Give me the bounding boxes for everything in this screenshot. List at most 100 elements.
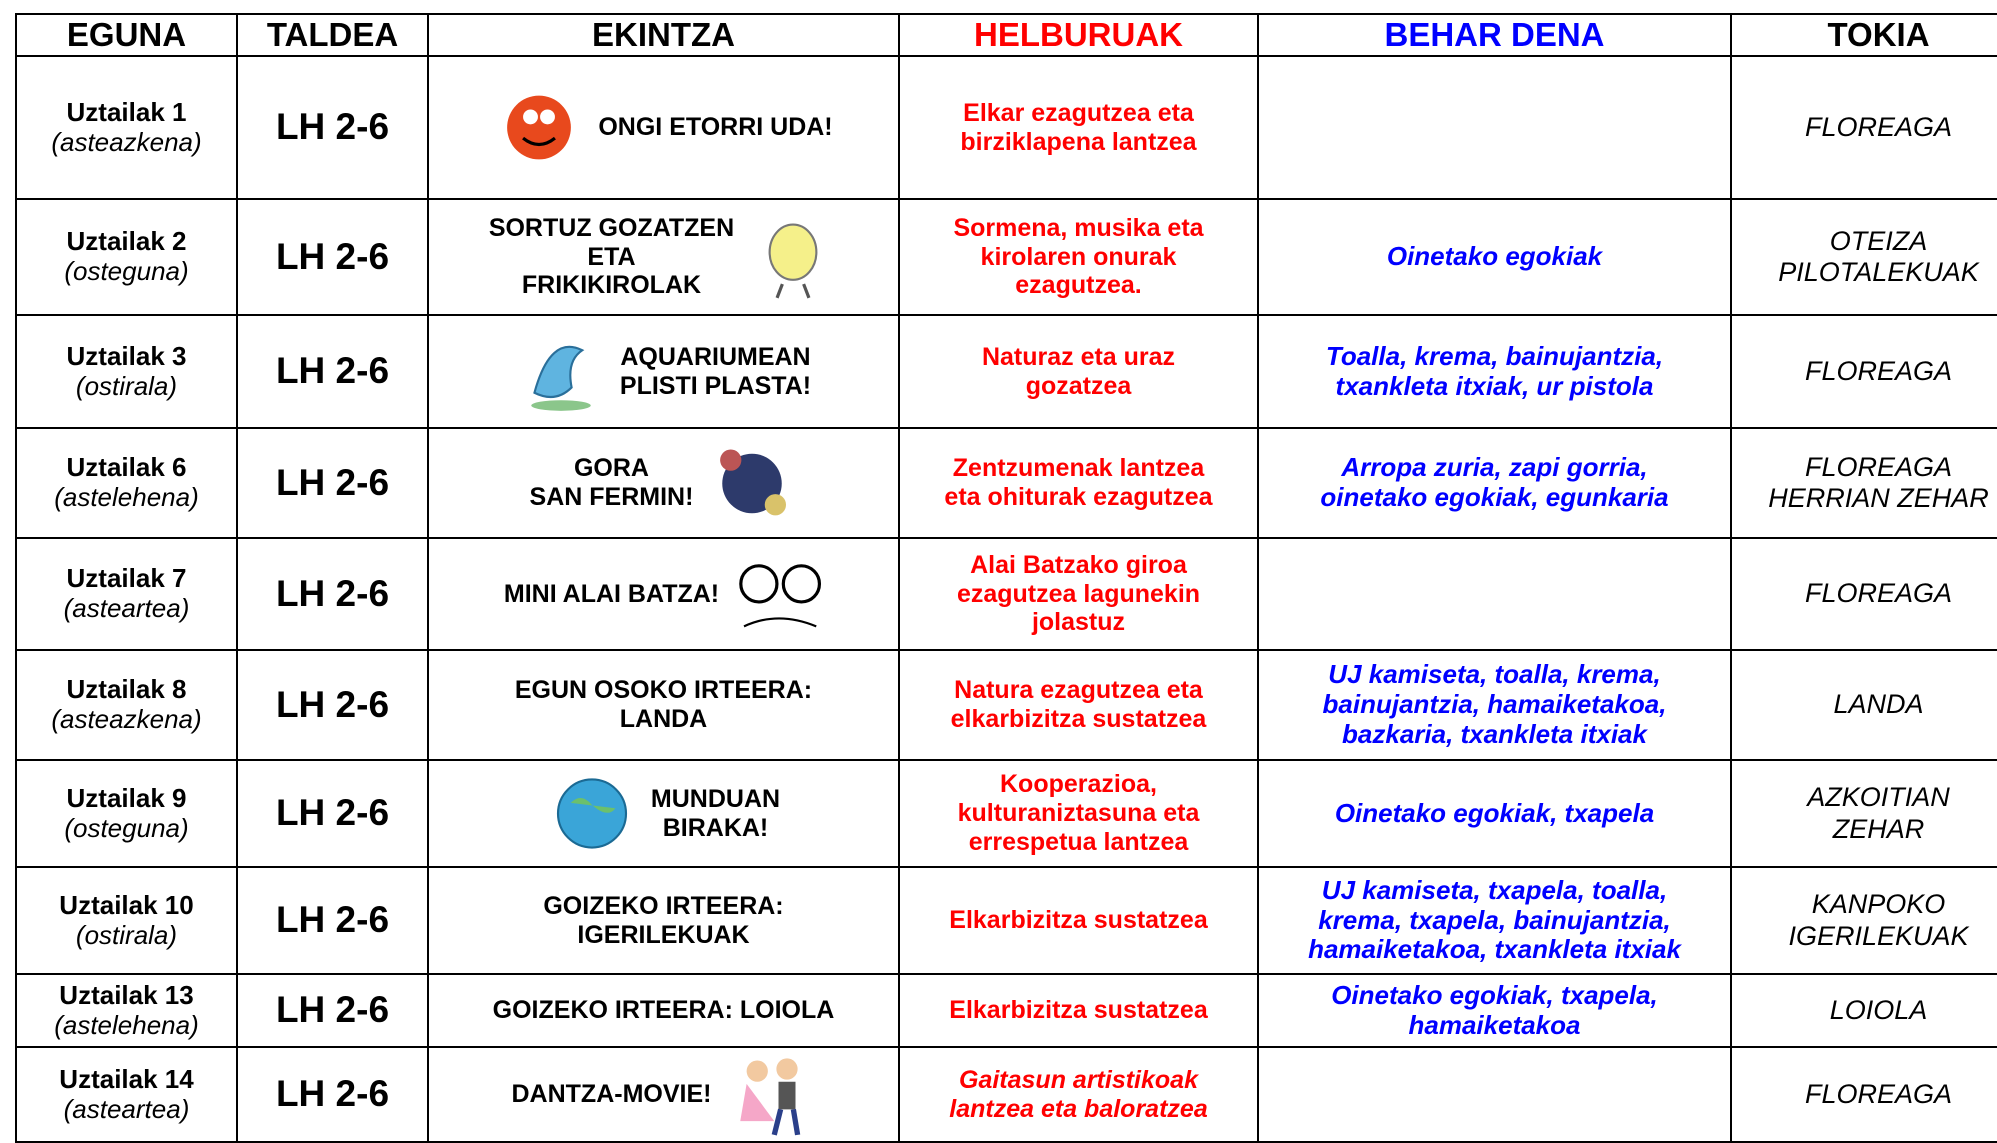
place-cell: FLOREAGA xyxy=(1730,1046,1997,1143)
activity-icon xyxy=(531,345,591,411)
goal-cell: Elkarbizitza sustatzea xyxy=(898,866,1259,975)
activity-box: ONGI ETORRI UDA! xyxy=(435,85,892,170)
activity: AQUARIUMEAN PLISTI PLASTA! xyxy=(619,342,812,400)
activity: ONGI ETORRI UDA! xyxy=(598,113,833,142)
goal-cell: Sormena, musika eta kirolaren onurak eza… xyxy=(898,198,1259,316)
activity: DANTZA-MOVIE! xyxy=(511,1080,712,1109)
group-cell: LH 2-6 xyxy=(236,55,429,200)
table-row: Uztailak 1 (asteazkena) LH 2-6 ONGI ETORRI … xyxy=(15,55,1997,200)
goal-cell: Alai Batzako giroa ezagutzea lagunekin j… xyxy=(898,537,1259,651)
goal-cell: Zentzumenak lantzea eta ohiturak ezagutz… xyxy=(898,427,1259,539)
weekday: (asteazkena) xyxy=(51,704,202,734)
activity: EGUN OSOKO IRTEERA: LANDA xyxy=(514,676,813,733)
table-row: Uztailak 13 (astelehena) LH 2-6 GOIZEKO IRT… xyxy=(15,973,1997,1048)
needs-cell: Oinetako egokiak, txapela xyxy=(1257,759,1732,868)
column-header: EGUNA xyxy=(15,13,238,57)
group: LH 2-6 xyxy=(275,989,390,1031)
activity-cell: SORTUZ GOZATZEN ETA FRIKIKIROLAK xyxy=(427,198,900,316)
group: LH 2-6 xyxy=(275,572,390,614)
goal-cell: Elkarbizitza sustatzea xyxy=(898,973,1259,1048)
group-cell: LH 2-6 xyxy=(236,866,429,975)
needs-cell: Oinetako egokiak xyxy=(1257,198,1732,316)
day: Uztailak 8 xyxy=(66,674,187,705)
group: LH 2-6 xyxy=(275,106,390,148)
activity-cell: AQUARIUMEAN PLISTI PLASTA! xyxy=(427,314,900,429)
day-cell: Uztailak 2 (osteguna) xyxy=(15,198,238,316)
group: LH 2-6 xyxy=(275,683,390,725)
activity-icon xyxy=(720,449,787,515)
activity-box: GORA SAN FERMIN! xyxy=(435,441,892,526)
day: Uztailak 6 xyxy=(66,452,187,483)
day: Uztailak 3 xyxy=(66,340,187,371)
group-cell: LH 2-6 xyxy=(236,427,429,539)
goal-cell: Naturaz eta uraz gozatzea xyxy=(898,314,1259,429)
column-header: TALDEA xyxy=(236,13,429,57)
table-row: Uztailak 8 (asteazkena) LH 2-6 EGUN OSOKO I… xyxy=(15,649,1997,761)
column-header: TOKIA xyxy=(1730,13,1997,57)
place-cell: OTEIZA PILOTALEKUAK xyxy=(1730,198,1997,316)
table-body: Uztailak 1 (asteazkena) LH 2-6 ONGI ETORRI … xyxy=(15,55,1997,1143)
activity-box: MUNDUAN BIRAKA! xyxy=(435,771,892,856)
header-row: EGUNA TALDEA EKINTZA HELBURUAK BEHAR DENA TOK… xyxy=(15,13,1997,57)
group-cell: LH 2-6 xyxy=(236,314,429,429)
activity-cell: ONGI ETORRI UDA! xyxy=(427,55,900,200)
goal-cell: Gaitasun artistikoak lantzea eta balorat… xyxy=(898,1046,1259,1143)
place-cell: FLOREAGA HERRIAN ZEHAR xyxy=(1730,427,1997,539)
place-cell: FLOREAGA xyxy=(1730,55,1997,200)
activity-icon xyxy=(556,778,627,849)
day-cell: Uztailak 6 (astelehena) xyxy=(15,427,238,539)
activity-cell: EGUN OSOKO IRTEERA: LANDA xyxy=(427,649,900,761)
day: Uztailak 14 xyxy=(59,1063,194,1094)
needs-cell xyxy=(1257,1046,1732,1143)
activity-cell: GOIZEKO IRTEERA: LOIOLA xyxy=(427,973,900,1048)
activity-cell: MINI ALAI BATZA! xyxy=(427,537,900,651)
table-row: Uztailak 10 (ostirala) LH 2-6 GOIZEKO IRTEE… xyxy=(15,866,1997,975)
day: Uztailak 9 xyxy=(66,782,187,813)
weekday: (osteguna) xyxy=(64,812,189,843)
group-cell: LH 2-6 xyxy=(236,198,429,316)
weekday: (asteartea) xyxy=(63,1093,190,1124)
day-cell: Uztailak 7 (asteartea) xyxy=(15,537,238,651)
place-cell: FLOREAGA xyxy=(1730,537,1997,651)
activity-box: GOIZEKO IRTEERA: LOIOLA xyxy=(435,996,892,1025)
day-cell: Uztailak 10 (ostirala) xyxy=(15,866,238,975)
weekday: (asteartea) xyxy=(63,593,190,623)
day: Uztailak 2 xyxy=(66,226,187,257)
schedule: EGUNA TALDEA EKINTZA HELBURUAK BEHAR DENA TOK… xyxy=(15,13,1997,1143)
group-cell: LH 2-6 xyxy=(236,973,429,1048)
place-cell: FLOREAGA xyxy=(1730,314,1997,429)
group: LH 2-6 xyxy=(275,461,390,503)
day-cell: Uztailak 13 (astelehena) xyxy=(15,973,238,1048)
activity: MUNDUAN BIRAKA! xyxy=(650,784,781,842)
needs-cell: Arropa zuria, zapi gorria, oinetako egok… xyxy=(1257,427,1732,539)
activity-box: DANTZA-MOVIE! xyxy=(435,1052,892,1137)
day-cell: Uztailak 3 (ostirala) xyxy=(15,314,238,429)
activity-icon xyxy=(739,563,822,627)
activity-box: GOIZEKO IRTEERA: IGERILEKUAK xyxy=(435,892,892,950)
activity-icon xyxy=(768,223,818,298)
weekday: (astelehena) xyxy=(54,482,199,512)
activity: GOIZEKO IRTEERA: IGERILEKUAK xyxy=(543,891,784,949)
activity: GOIZEKO IRTEERA: LOIOLA xyxy=(492,996,835,1025)
activity-cell: GOIZEKO IRTEERA: IGERILEKUAK xyxy=(427,866,900,975)
goal-cell: Elkar ezagutzea eta birziklapena lantzea xyxy=(898,55,1259,200)
activity-box: EGUN OSOKO IRTEERA: LANDA xyxy=(435,676,892,734)
day: Uztailak 1 xyxy=(66,96,187,127)
group: LH 2-6 xyxy=(275,235,390,277)
needs-cell: UJ kamiseta, txapela, toalla, krema, txa… xyxy=(1257,866,1732,975)
activity-box: MINI ALAI BATZA! xyxy=(435,552,892,637)
column-header: BEHAR DENA xyxy=(1257,13,1732,57)
activity-icon xyxy=(740,1058,801,1136)
place-cell: LOIOLA xyxy=(1730,973,1997,1048)
activity: GORA SAN FERMIN! xyxy=(529,454,694,511)
group: LH 2-6 xyxy=(275,792,390,834)
table-row: Uztailak 6 (astelehena) LH 2-6 GORA SAN FER… xyxy=(15,427,1997,539)
activity-icon xyxy=(507,95,572,160)
table-row: Uztailak 3 (ostirala) LH 2-6 AQUARIUMEAN PL… xyxy=(15,314,1997,429)
day: Uztailak 10 xyxy=(59,889,194,920)
table-row: Uztailak 7 (asteartea) LH 2-6 MINI ALAI BAT… xyxy=(15,537,1997,651)
table-row: Uztailak 9 (osteguna) LH 2-6 MUNDUAN BIRAKA… xyxy=(15,759,1997,868)
group: LH 2-6 xyxy=(275,899,390,941)
schedule-table: EGUNA TALDEA EKINTZA HELBURUAK BEHAR DENA TOK… xyxy=(15,13,1997,1143)
